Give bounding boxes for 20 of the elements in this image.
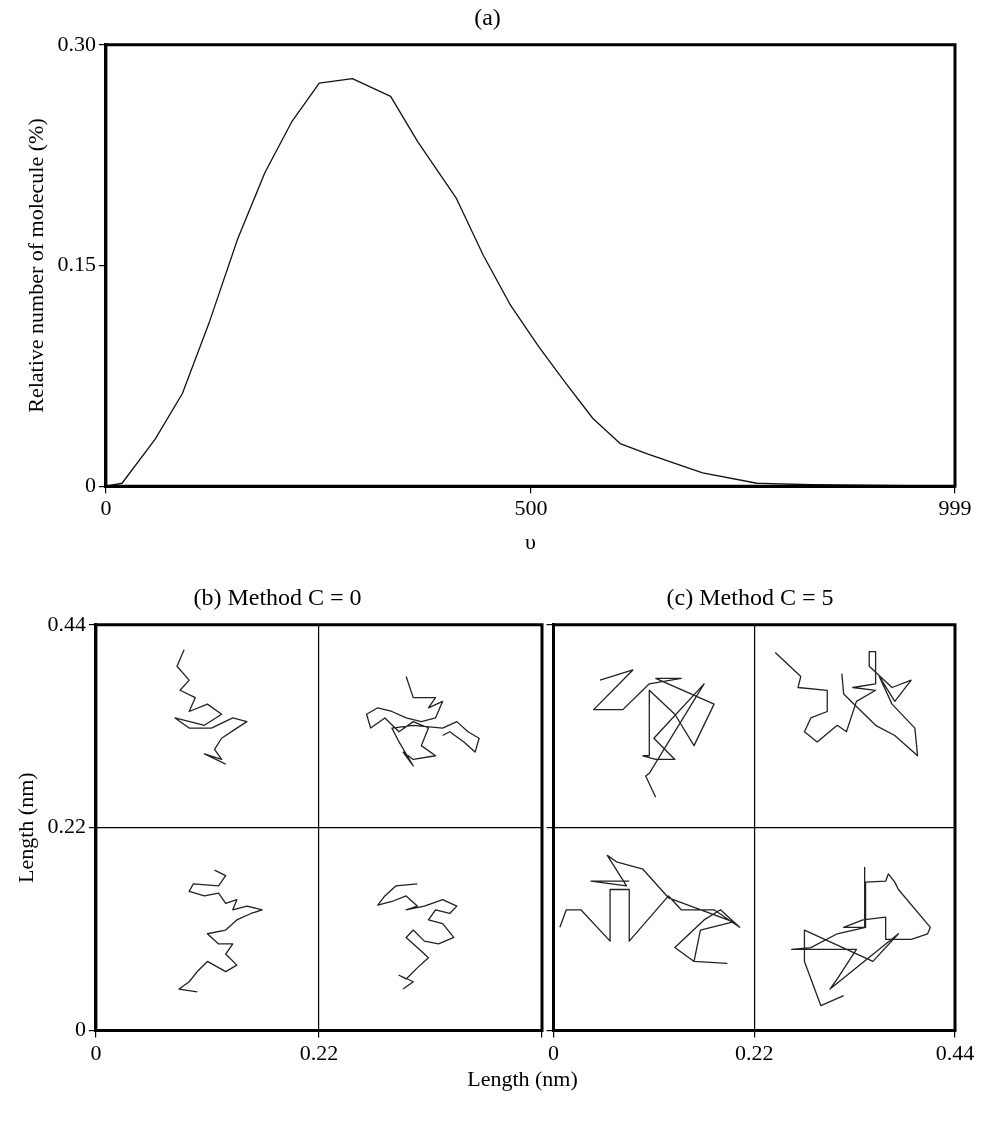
x-tick-label: 0.44 <box>935 1039 975 1065</box>
y-tick-label: 0.22 <box>47 813 86 839</box>
x-tick-label: 0.22 <box>299 1039 339 1065</box>
chart-title: (b) Method C = 0 <box>193 583 362 610</box>
x-tick-label: 500 <box>514 495 548 521</box>
x-axis-title: Length (nm) <box>466 1066 579 1092</box>
y-tick-label: 0.30 <box>57 30 96 56</box>
y-tick-label: 0 <box>84 471 96 497</box>
x-tick-label: 0.22 <box>735 1039 774 1065</box>
x-tick-label: 999 <box>938 495 972 521</box>
x-tick-label: 0 <box>100 495 112 521</box>
chart-title: (a) <box>474 3 501 30</box>
y-tick-label: 0.44 <box>47 610 86 636</box>
y-tick-label: 0.15 <box>57 251 96 277</box>
y-tick-label: 0 <box>74 1016 86 1042</box>
x-axis-title: υ <box>525 528 536 554</box>
x-tick-label: 0 <box>548 1039 559 1065</box>
y-axis-title: Relative number of molecule (%) <box>22 118 48 413</box>
chart-title: (c) Method C = 5 <box>666 583 834 610</box>
y-axis-title: Length (nm) <box>12 772 38 883</box>
